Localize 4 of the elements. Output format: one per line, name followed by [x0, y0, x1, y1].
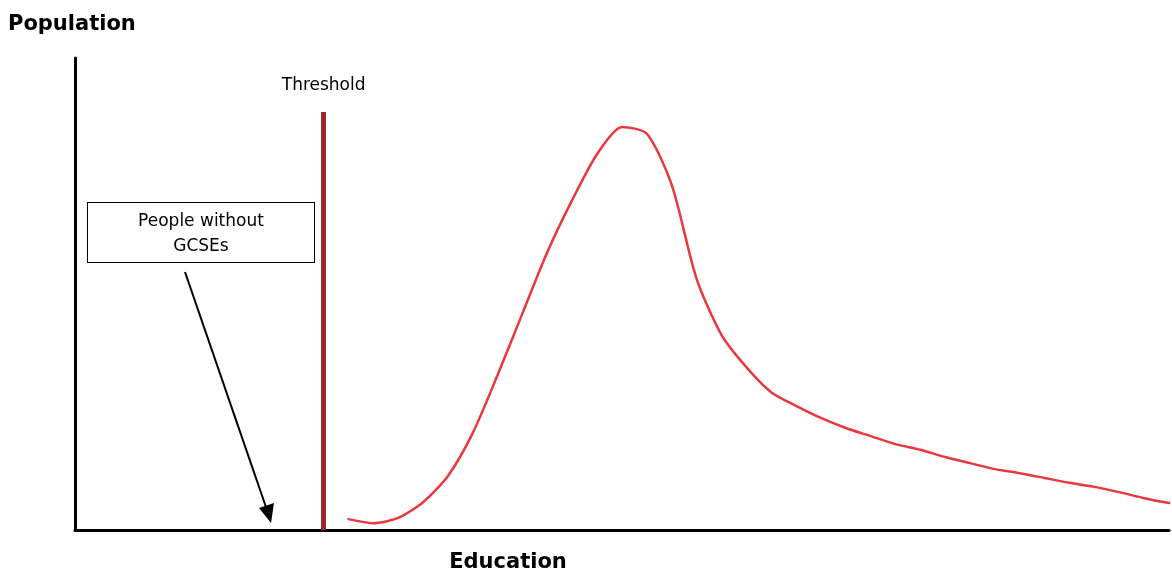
text: Threshold — [280, 73, 366, 94]
y-axis-title: Population — [8, 10, 136, 35]
callout-box: People without GCSEs — [87, 202, 315, 263]
x-axis-title: Education — [449, 548, 567, 573]
